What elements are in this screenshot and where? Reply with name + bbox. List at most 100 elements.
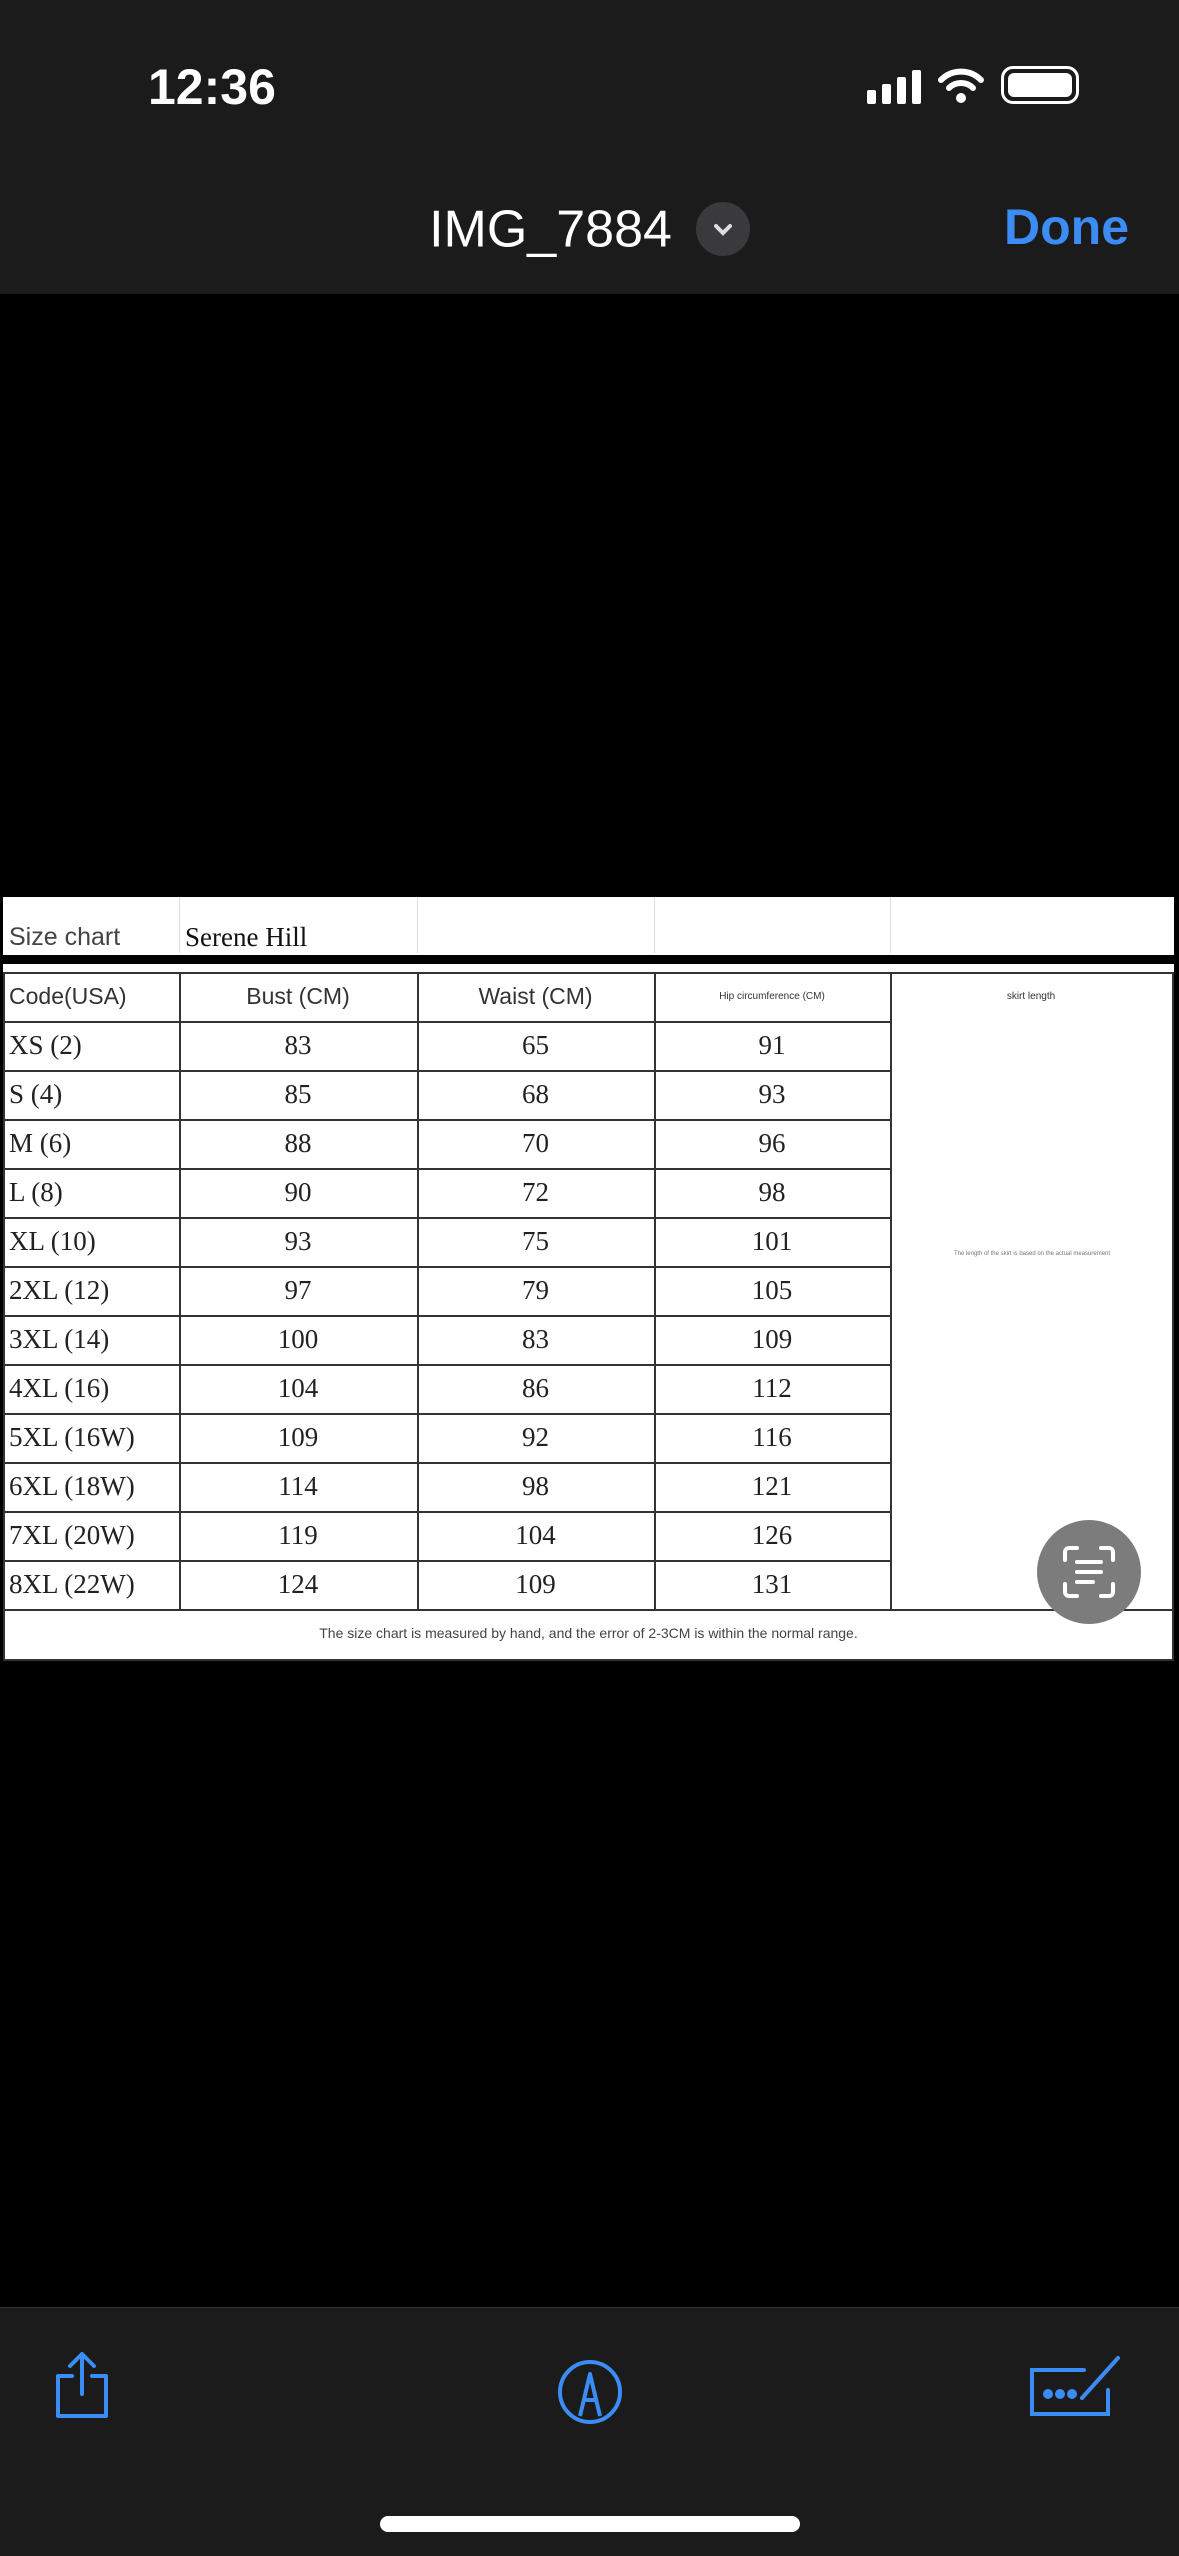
measurement-cell: 121 [751, 1471, 793, 1501]
measurement-cell: 101 [751, 1226, 793, 1256]
measurement-cell: 72 [522, 1177, 549, 1207]
measurement-cell: 114 [278, 1471, 318, 1501]
status-icons [867, 66, 1079, 104]
size-code-cell: 5XL (16W) [9, 1422, 135, 1452]
measurement-cell: 98 [758, 1177, 786, 1207]
grid-line [179, 972, 181, 1609]
measurement-cell: 112 [752, 1373, 792, 1403]
measurement-cell: 97 [284, 1275, 312, 1305]
wifi-icon [938, 68, 984, 103]
size-code-cell: S (4) [9, 1079, 63, 1109]
size-code-cell: 8XL (22W) [9, 1569, 135, 1599]
measurement-cell: 70 [522, 1128, 549, 1158]
grid-line [417, 972, 419, 1609]
measurement-cell: 109 [277, 1422, 319, 1452]
measurement-cell: 65 [522, 1030, 549, 1060]
live-text-icon [1063, 1546, 1115, 1598]
size-code-cell: L (8) [9, 1177, 63, 1207]
grid-line [3, 1364, 890, 1366]
grid-line [3, 1266, 890, 1268]
edit-icon[interactable] [1024, 2352, 1124, 2422]
measurement-cell: 91 [758, 1030, 786, 1060]
measurement-cell: 119 [278, 1520, 318, 1550]
measurement-cell: 85 [284, 1079, 312, 1109]
measurement-cell: 96 [758, 1128, 786, 1158]
column-header: Code(USA) [9, 983, 127, 1009]
brand-name: Serene Hill [185, 921, 308, 952]
measurement-cell: 79 [522, 1275, 549, 1305]
measurement-cell: 100 [277, 1324, 319, 1354]
measurement-cell: 109 [751, 1324, 793, 1354]
measurement-cell: 83 [284, 1030, 312, 1060]
size-chart-label: Size chart [9, 922, 121, 951]
done-button[interactable]: Done [1004, 199, 1129, 255]
measurement-cell: 131 [751, 1569, 793, 1599]
photo-title-menu[interactable]: IMG_7884 [0, 196, 1179, 259]
grid-line [1172, 972, 1174, 1661]
size-code-cell: 7XL (20W) [9, 1520, 135, 1550]
size-code-cell: 6XL (18W) [9, 1471, 135, 1501]
grid-line [3, 1659, 1174, 1661]
measurement-cell: 75 [522, 1226, 549, 1256]
share-icon[interactable] [52, 2350, 112, 2420]
measurement-cell: 109 [515, 1569, 556, 1599]
column-header: Hip circumference (CM) [719, 991, 825, 1002]
size-code-cell: 4XL (16) [9, 1373, 110, 1403]
chevron-down-icon[interactable] [695, 202, 750, 257]
column-header: Waist (CM) [478, 983, 593, 1009]
grid-line [3, 1070, 890, 1072]
home-indicator[interactable] [380, 2516, 800, 2532]
measurement-cell: 92 [522, 1422, 549, 1452]
measurement-cell: 68 [522, 1079, 549, 1109]
measurement-cell: 93 [284, 1226, 312, 1256]
size-code-cell: XL (10) [9, 1226, 96, 1256]
bottom-toolbar [0, 2307, 1179, 2556]
measurement-cell: 90 [284, 1177, 312, 1207]
measurement-cell: 93 [758, 1079, 786, 1109]
photo-title: IMG_7884 [429, 200, 672, 259]
top-bar: 12:36 IMG_7884 Done [0, 0, 1179, 294]
measurement-cell: 104 [515, 1520, 556, 1550]
grid-line [654, 897, 655, 953]
grid-line [3, 1217, 890, 1219]
size-code-cell: M (6) [9, 1128, 72, 1158]
size-code-cell: 2XL (12) [9, 1275, 110, 1305]
column-header: skirt length [1006, 991, 1056, 1002]
grid-line [3, 1560, 890, 1562]
grid-line [3, 1021, 890, 1023]
signal-icon [867, 70, 921, 104]
grid-line [3, 1462, 890, 1464]
grid-line [3, 1511, 890, 1513]
size-code-cell: XS (2) [9, 1030, 82, 1060]
grid-line [3, 972, 5, 1661]
size-chart-image: Size chart Serene Hill The length of the… [3, 897, 1174, 1661]
live-text-button[interactable] [1037, 1520, 1141, 1624]
markup-icon[interactable] [556, 2358, 624, 2426]
battery-icon [1001, 66, 1079, 104]
measurement-cell: 116 [752, 1422, 792, 1452]
grid-line [3, 1168, 890, 1170]
measurement-cell: 126 [751, 1520, 793, 1550]
skirt-length-note: The length of the skirt is based on the … [953, 1250, 1111, 1257]
grid-line [3, 1413, 890, 1415]
measurement-cell: 86 [522, 1373, 549, 1403]
grid-line [654, 972, 656, 1609]
column-header: Bust (CM) [246, 983, 350, 1009]
footer-note: The size chart is measured by hand, and … [319, 1624, 858, 1641]
grid-line [890, 972, 892, 1609]
measurement-cell: 98 [522, 1471, 549, 1501]
measurement-cell: 105 [751, 1275, 793, 1305]
measurement-cell: 104 [277, 1373, 319, 1403]
grid-line [890, 897, 891, 953]
grid-line [3, 1315, 890, 1317]
grid-line [179, 897, 180, 953]
size-code-cell: 3XL (14) [9, 1324, 110, 1354]
grid-line [3, 1119, 890, 1121]
grid-line [417, 897, 418, 953]
grid-line [3, 972, 1174, 974]
status-time: 12:36 [148, 59, 276, 115]
grid-line [3, 1609, 1174, 1611]
measurement-cell: 83 [522, 1324, 549, 1354]
measurement-cell: 88 [284, 1128, 312, 1158]
measurement-cell: 124 [277, 1569, 319, 1599]
